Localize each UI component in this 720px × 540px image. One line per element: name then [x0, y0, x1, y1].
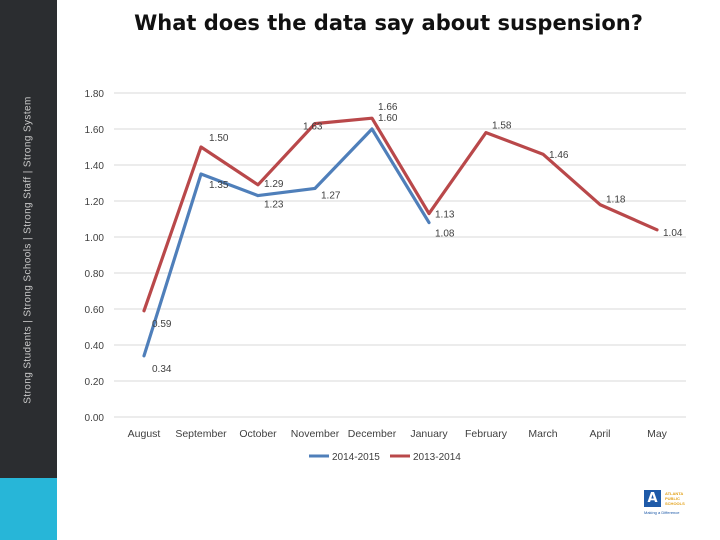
sidebar-accent — [0, 478, 57, 540]
series-line-2013-2014 — [142, 116, 659, 313]
x-tick-label: November — [291, 428, 340, 440]
chart-title: What does the data say about suspension? — [134, 11, 643, 35]
y-tick-label: 1.20 — [85, 197, 105, 208]
data-label: 1.35 — [209, 180, 229, 191]
y-tick-label: 1.00 — [85, 233, 105, 244]
data-label: 1.66 — [378, 102, 398, 113]
y-tick-label: 0.60 — [85, 305, 105, 316]
data-label: 1.50 — [209, 133, 229, 144]
data-label: 1.58 — [492, 121, 512, 132]
data-label: 1.46 — [549, 150, 569, 161]
y-tick-label: 1.80 — [85, 89, 105, 100]
y-tick-label: 0.40 — [85, 341, 105, 352]
data-label: 0.59 — [152, 319, 172, 330]
y-tick-label: 1.40 — [85, 161, 105, 172]
logo-line: ATLANTA — [665, 491, 684, 496]
data-label: 1.08 — [435, 229, 455, 240]
sidebar — [0, 0, 57, 540]
data-label: 1.04 — [663, 228, 683, 239]
logo-line: PUBLIC — [665, 496, 680, 501]
x-tick-label: January — [410, 428, 448, 440]
x-tick-label: February — [465, 428, 508, 440]
data-label: 1.63 — [303, 122, 323, 133]
logo-line: SCHOOLS — [665, 501, 685, 506]
logo-tagline: Making a Difference — [644, 510, 680, 515]
data-label: 1.27 — [321, 190, 341, 201]
logo-mark: A — [644, 490, 661, 507]
series-line-2014-2015 — [142, 127, 431, 358]
x-tick-label: September — [175, 428, 227, 440]
x-tick-label: March — [528, 428, 557, 440]
legend-label: 2013-2014 — [413, 452, 461, 463]
x-tick-label: December — [348, 428, 397, 440]
y-tick-label: 0.00 — [85, 413, 105, 424]
aps-logo: A ATLANTA PUBLIC SCHOOLS Making a Differ… — [644, 490, 696, 518]
y-tick-label: 0.20 — [85, 377, 105, 388]
data-label: 1.23 — [264, 200, 284, 211]
data-label: 1.60 — [378, 113, 398, 124]
x-tick-label: May — [647, 428, 668, 440]
data-label: 0.34 — [152, 364, 172, 375]
legend-label: 2014-2015 — [332, 452, 380, 463]
x-tick-label: October — [239, 428, 277, 440]
data-label: 1.13 — [435, 210, 455, 221]
data-label: 1.29 — [264, 179, 284, 190]
x-tick-label: August — [128, 428, 161, 440]
x-tick-label: April — [589, 428, 610, 440]
y-tick-label: 1.60 — [85, 125, 105, 136]
y-tick-label: 0.80 — [85, 269, 105, 280]
data-label: 1.18 — [606, 195, 626, 206]
